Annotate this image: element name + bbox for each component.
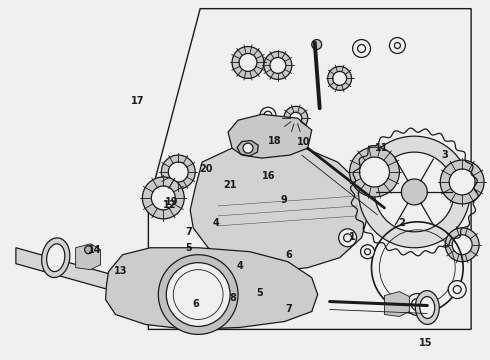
- Circle shape: [168, 162, 188, 182]
- Circle shape: [453, 285, 461, 293]
- Text: 12: 12: [163, 200, 176, 210]
- Text: 18: 18: [268, 136, 281, 145]
- Circle shape: [440, 160, 484, 204]
- Polygon shape: [237, 140, 258, 156]
- Text: 1: 1: [349, 232, 356, 242]
- Circle shape: [243, 143, 253, 153]
- Circle shape: [143, 177, 184, 219]
- Text: 16: 16: [262, 171, 275, 181]
- Text: 4: 4: [237, 261, 244, 271]
- Circle shape: [360, 157, 390, 187]
- Circle shape: [445, 228, 479, 262]
- Text: 5: 5: [256, 288, 263, 298]
- Circle shape: [232, 46, 264, 78]
- Circle shape: [412, 298, 423, 310]
- Ellipse shape: [47, 244, 65, 271]
- Polygon shape: [190, 145, 369, 272]
- Text: 19: 19: [165, 197, 178, 207]
- Text: 11: 11: [375, 143, 389, 153]
- Circle shape: [359, 136, 470, 248]
- Text: 4: 4: [212, 218, 219, 228]
- Polygon shape: [75, 244, 100, 270]
- Text: 3: 3: [442, 150, 448, 160]
- Ellipse shape: [420, 297, 435, 319]
- Circle shape: [264, 51, 292, 80]
- Circle shape: [374, 152, 454, 232]
- Circle shape: [401, 179, 427, 205]
- Circle shape: [161, 155, 195, 189]
- Polygon shape: [385, 292, 409, 316]
- Circle shape: [284, 106, 308, 130]
- Circle shape: [394, 42, 400, 49]
- Text: 6: 6: [286, 250, 293, 260]
- Text: 2: 2: [398, 218, 405, 228]
- Circle shape: [339, 229, 357, 247]
- Circle shape: [452, 235, 472, 255]
- Text: 20: 20: [199, 164, 213, 174]
- Text: 6: 6: [193, 299, 199, 309]
- Circle shape: [390, 37, 405, 54]
- Circle shape: [290, 112, 302, 124]
- Text: 5: 5: [186, 243, 192, 253]
- Circle shape: [270, 58, 286, 73]
- Text: 21: 21: [223, 180, 237, 190]
- Circle shape: [236, 137, 252, 153]
- Circle shape: [449, 169, 475, 195]
- Circle shape: [166, 263, 230, 327]
- Text: 7: 7: [286, 304, 293, 314]
- Text: 13: 13: [114, 266, 127, 276]
- Circle shape: [349, 147, 399, 197]
- Circle shape: [448, 280, 466, 298]
- Circle shape: [406, 293, 428, 315]
- Text: 8: 8: [230, 293, 237, 303]
- Circle shape: [365, 249, 370, 255]
- Text: 17: 17: [131, 96, 145, 106]
- Circle shape: [312, 40, 322, 50]
- Circle shape: [240, 141, 248, 149]
- Polygon shape: [16, 248, 312, 311]
- Circle shape: [158, 255, 238, 334]
- Circle shape: [353, 40, 370, 58]
- Circle shape: [328, 67, 352, 90]
- Circle shape: [358, 45, 366, 53]
- Circle shape: [239, 54, 257, 71]
- Circle shape: [333, 71, 346, 85]
- Ellipse shape: [416, 291, 439, 324]
- Text: 7: 7: [186, 227, 192, 237]
- Circle shape: [260, 107, 276, 123]
- Circle shape: [361, 245, 374, 259]
- Text: 9: 9: [281, 195, 288, 205]
- Text: 10: 10: [297, 138, 310, 147]
- Text: 14: 14: [88, 245, 102, 255]
- Polygon shape: [228, 114, 312, 158]
- Circle shape: [85, 246, 93, 254]
- Circle shape: [151, 186, 175, 210]
- Text: 15: 15: [419, 338, 432, 348]
- Polygon shape: [105, 248, 318, 329]
- Ellipse shape: [42, 238, 70, 278]
- Circle shape: [264, 111, 272, 119]
- Circle shape: [343, 234, 352, 242]
